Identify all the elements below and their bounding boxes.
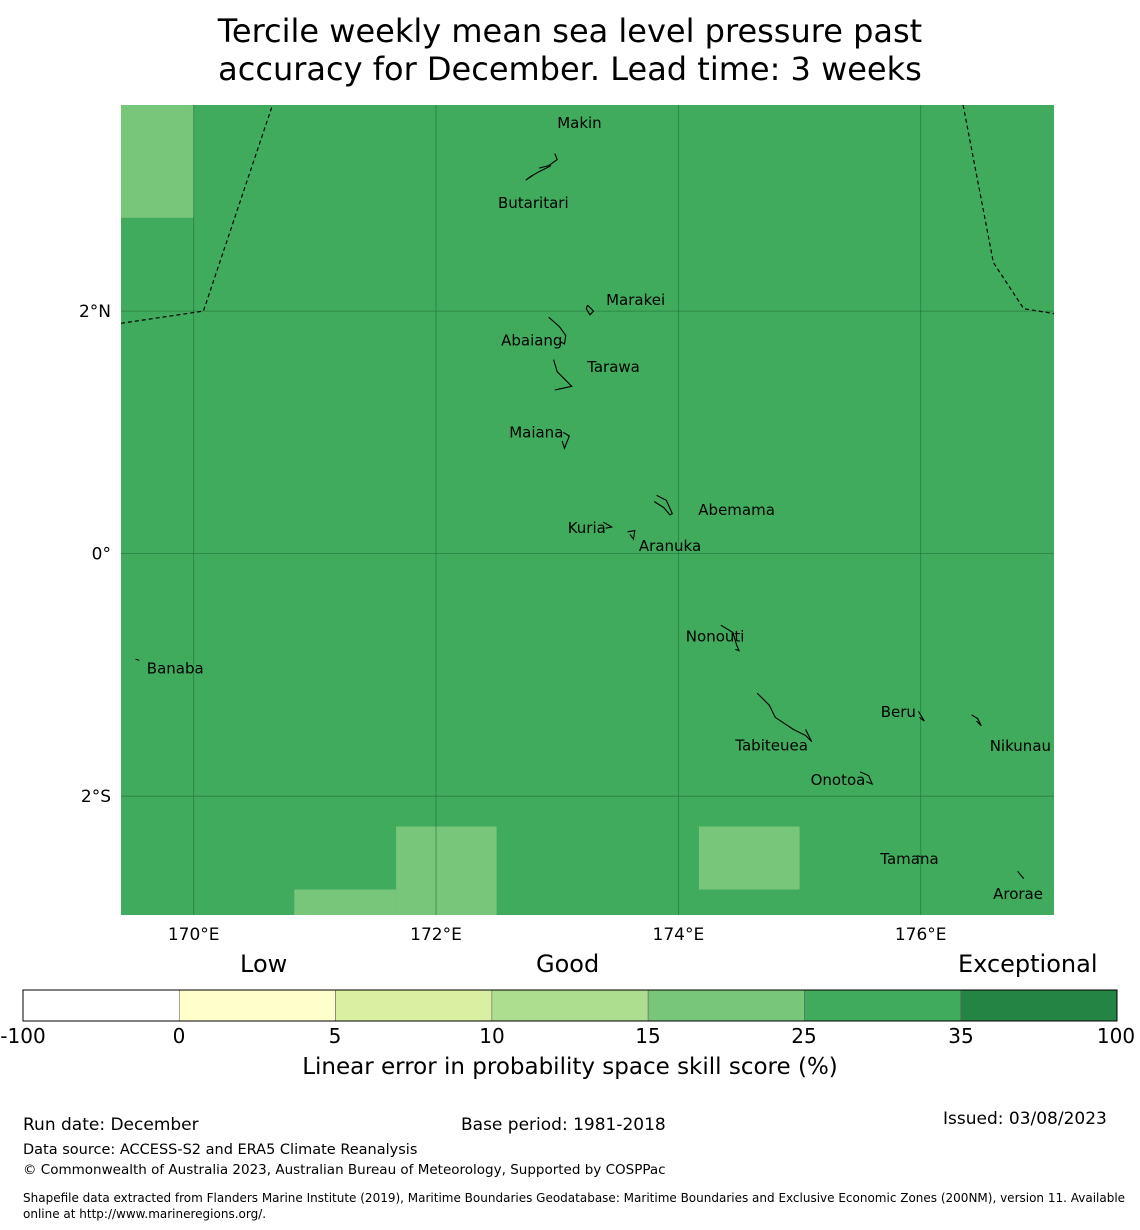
island-outline-nikunau [971,714,982,727]
skill-cell [121,105,194,218]
island-label-tabiteuea: Tabiteuea [734,736,808,754]
island-label-onotoa: Onotoa [811,771,866,789]
island-outline-butaritari [525,165,552,181]
island-outline-tarawa [553,359,573,391]
lat-tick-label: 0° [92,545,111,565]
lon-tick-label: 176°E [895,925,947,945]
colorbar-tick: 10 [479,1024,505,1048]
island-label-abaiang: Abaiang [501,331,562,349]
colorbar-bin [335,989,493,1022]
island-label-marakei: Marakei [606,291,665,309]
island-outline-makin [538,153,558,169]
lat-tick-label: 2°N [79,302,111,322]
colorbar-tick: -100 [0,1024,46,1048]
colorbar-tick: 100 [1096,1024,1136,1048]
colorbar-bin [804,989,962,1022]
island-label-nonouti: Nonouti [686,628,745,646]
island-label-tamana: Tamana [879,850,938,868]
chart-title: Tercile weekly mean sea level pressure p… [0,12,1140,88]
title-line-2: accuracy for December. Lead time: 3 week… [218,50,922,88]
island-label-butaritari: Butaritari [498,194,569,212]
colorbar-tick: 5 [328,1024,342,1048]
island-outline-kuria [603,521,614,529]
island-outline-onotoa [859,771,874,786]
lon-tick-label: 172°E [410,925,462,945]
map-background [121,105,1054,915]
title-line-1: Tercile weekly mean sea level pressure p… [217,12,923,50]
skill-cell [396,826,497,915]
data-source: Data source: ACCESS-S2 and ERA5 Climate … [23,1142,418,1158]
island-label-abemama: Abemama [698,501,775,519]
island-label-beru: Beru [881,703,916,721]
colorbar-bin [22,989,180,1022]
lon-tick-label: 170°E [168,925,220,945]
island-label-maiana: Maiana [509,424,563,442]
island-outline-aranuka [627,529,636,541]
colorbar-bin [491,989,649,1022]
island-label-arorae: Arorae [993,885,1043,903]
colorbar-bin [960,989,1118,1022]
colorbar-bin [178,989,336,1022]
colorbar-category-exceptional: Exceptional [958,950,1098,978]
colorbar-tick: 25 [791,1024,817,1048]
lat-tick-label: 2°S [81,787,111,807]
island-label-makin: Makin [557,114,602,132]
colorbar-label: Linear error in probability space skill … [302,1054,838,1080]
island-outline-abemama [653,494,674,516]
island-outline-arorae [1017,870,1025,879]
island-label-kuria: Kuria [568,519,606,537]
skill-cell [698,826,800,890]
island-outline-beru [917,710,925,722]
eez-boundary [962,104,1055,315]
colorbar-category-good: Good [536,950,600,978]
copyright: © Commonwealth of Australia 2023, Austra… [23,1162,666,1178]
colorbar-category-low: Low [240,950,288,978]
colorbar-tick: 35 [948,1024,974,1048]
colorbar-outline [22,989,1118,1022]
island-outline-banaba [135,658,140,661]
island-label-tarawa: Tarawa [586,358,640,376]
island-label-aranuka: Aranuka [639,537,701,555]
skill-cell [294,889,397,915]
island-outline-tamana [916,855,921,858]
island-label-banaba: Banaba [147,659,204,677]
run-date: Run date: December [23,1115,199,1135]
colorbar-bin [647,989,805,1022]
island-label-nikunau: Nikunau [990,737,1051,755]
shapefile-credit-line-2: online at http://www.marineregions.org/. [23,1207,267,1221]
island-outline-tabiteuea [756,692,813,742]
issued-date: Issued: 03/08/2023 [943,1109,1107,1129]
colorbar-tick: 15 [635,1024,661,1048]
island-outline-abaiang [548,316,567,345]
island-outline-nonouti [720,624,740,652]
lon-tick-label: 174°E [653,925,705,945]
island-outline-marakei [585,304,595,316]
shapefile-credit-line-1: Shapefile data extracted from Flanders M… [23,1191,1126,1205]
island-outline-maiana [561,431,570,450]
colorbar-tick: 0 [172,1024,186,1048]
base-period: Base period: 1981-2018 [461,1115,666,1135]
